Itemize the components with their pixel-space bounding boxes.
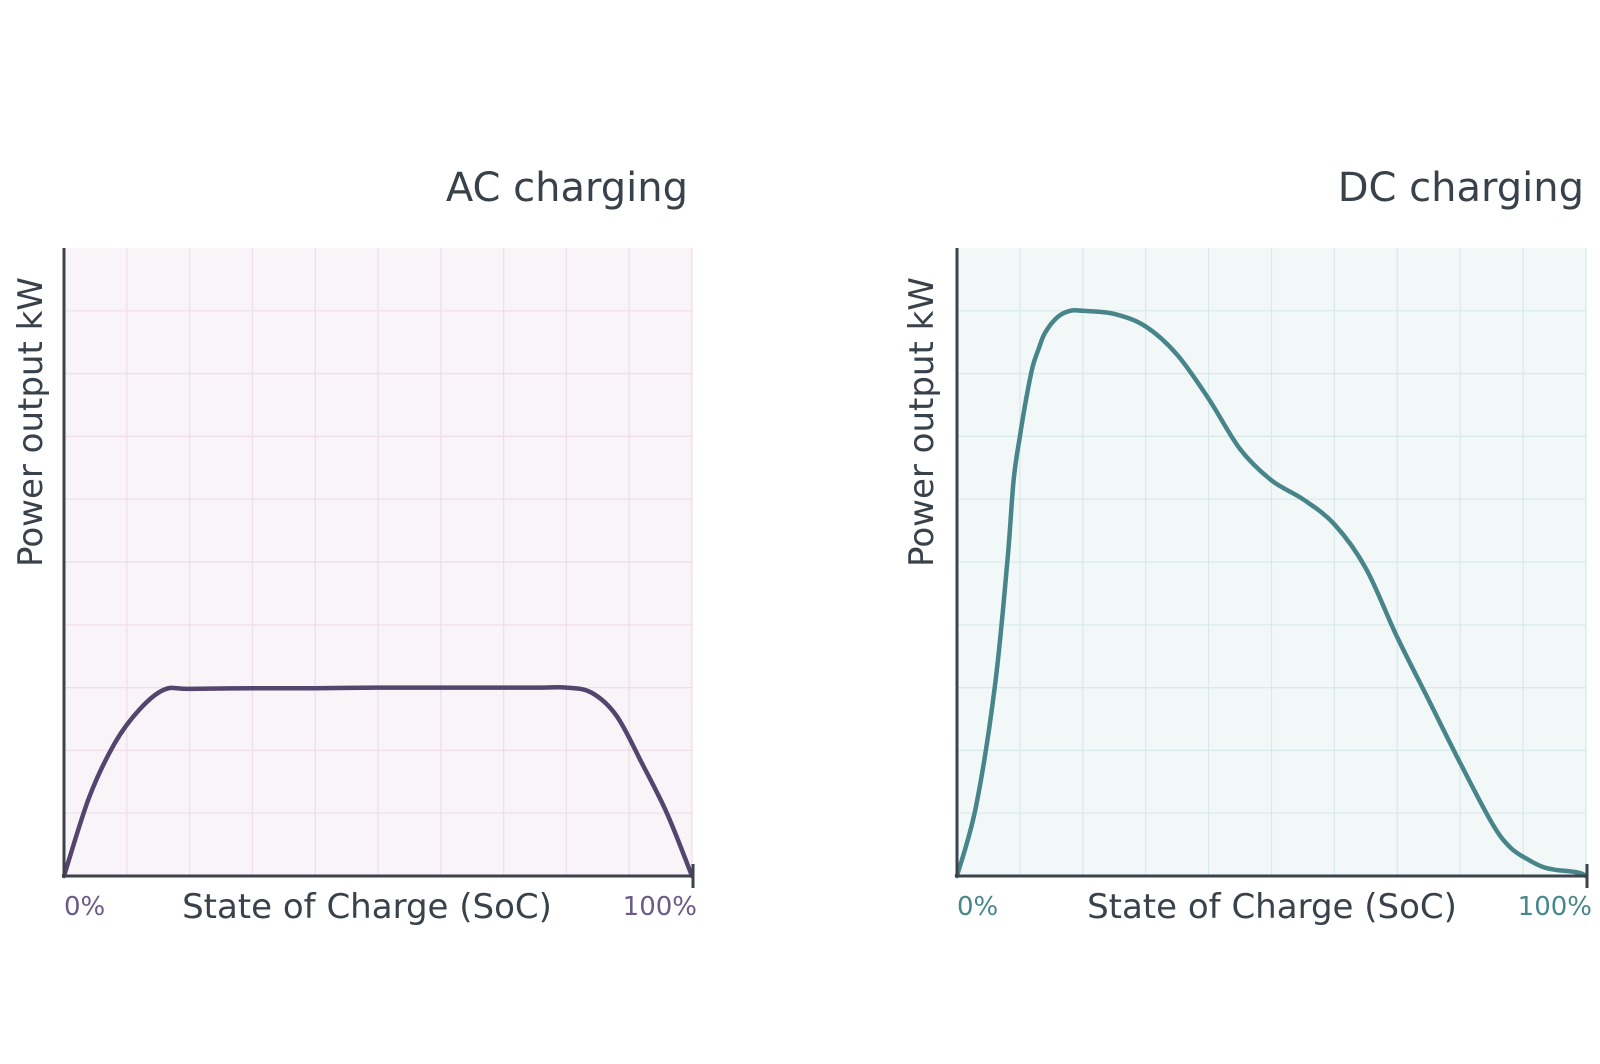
dc-chart: DC charging Power output kW State of Cha… [902, 165, 1592, 927]
dc-x-axis-label: State of Charge (SoC) [1087, 887, 1457, 927]
ac-chart-title: AC charging [446, 165, 688, 211]
dc-x-tick-0: 0% [957, 892, 998, 922]
dc-y-axis-label: Power output kW [902, 277, 942, 567]
ac-series-line [61, 684, 695, 879]
ac-chart: AC charging Power output kW State of Cha… [11, 165, 697, 927]
ac-x-axis-label: State of Charge (SoC) [182, 887, 552, 927]
ac-y-axis-label: Power output kW [11, 277, 51, 567]
dc-x-tick-100: 100% [1518, 892, 1592, 922]
dc-gridlines [957, 248, 1587, 877]
dc-chart-title: DC charging [1338, 165, 1584, 211]
ac-x-tick-100: 100% [623, 892, 697, 922]
ac-x-tick-0: 0% [64, 892, 105, 922]
dc-series-line [954, 307, 1589, 879]
